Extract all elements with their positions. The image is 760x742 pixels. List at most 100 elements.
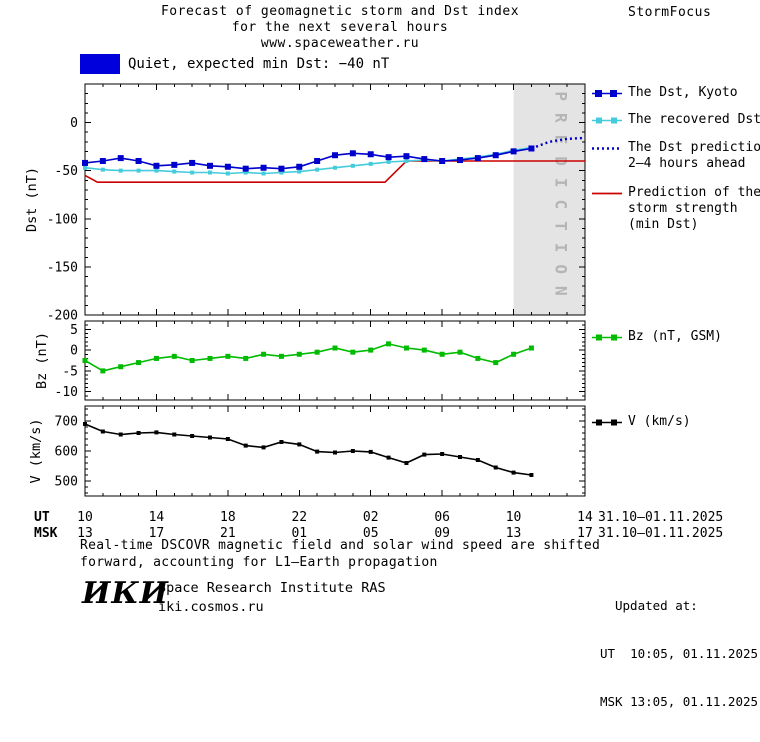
marker-solar-wind-speed: [493, 465, 498, 470]
institute-site-link[interactable]: iki.cosmos.ru: [158, 599, 264, 615]
marker-dst-kyoto: [367, 151, 374, 158]
marker-recovered-dst: [136, 168, 141, 173]
marker-recovered-dst: [172, 169, 177, 174]
marker-dst-kyoto: [260, 164, 267, 171]
marker-bz-gsm: [136, 360, 142, 366]
marker-recovered-dst: [83, 165, 87, 170]
marker-recovered-dst: [297, 169, 302, 174]
dst-kyoto-marker-icon: [592, 89, 622, 97]
marker-recovered-dst: [386, 159, 391, 164]
page-title: Forecast of geomagnetic storm and Dst in…: [80, 4, 600, 52]
iki-logo: ИКИ: [82, 576, 169, 611]
marker-recovered-dst: [315, 167, 320, 172]
marker-solar-wind-speed: [350, 449, 355, 453]
prediction-band-label: PREDICTION: [551, 91, 570, 307]
marker-recovered-dst: [225, 171, 230, 176]
marker-recovered-dst: [208, 170, 212, 175]
marker-dst-kyoto: [439, 158, 446, 164]
legend-label-dst-prediction-2: 2–4 hours ahead: [628, 156, 746, 171]
marker-dst-kyoto: [224, 163, 231, 170]
marker-bz-gsm: [493, 360, 499, 366]
y-tick-label: -5: [62, 364, 78, 379]
v-marker-icon: [592, 419, 622, 425]
marker-dst-kyoto: [99, 158, 106, 164]
marker-solar-wind-speed: [368, 449, 373, 454]
msk-date-range: 31.10–01.11.2025: [598, 526, 723, 541]
updated-at-msk: MSK 13:05, 01.11.2025: [600, 694, 759, 709]
marker-dst-kyoto: [510, 148, 517, 155]
y-tick-label: -100: [47, 212, 78, 227]
recovered-dst-marker-icon: [592, 117, 622, 123]
updated-at-block: Updated at: UT 10:05, 01.11.2025 MSK 13:…: [600, 566, 758, 742]
msk-row-label: MSK: [34, 526, 58, 541]
legend-label-storm-3: (min Dst): [628, 217, 699, 232]
marker-dst-kyoto: [403, 153, 410, 160]
marker-solar-wind-speed: [333, 450, 337, 455]
marker-solar-wind-speed: [118, 432, 123, 437]
marker-solar-wind-speed: [315, 449, 320, 454]
marker-dst-kyoto: [349, 150, 356, 157]
brand-stormfocus: StormFocus: [628, 5, 712, 20]
marker-recovered-dst: [100, 167, 105, 172]
x-axis-labels: 10131417182122010205060910131417UTMSK31.…: [34, 510, 723, 541]
series-solar-wind-speed: [84, 423, 532, 476]
marker-dst-kyoto: [385, 154, 392, 161]
legend-label-bz: Bz (nT, GSM): [628, 329, 722, 344]
marker-bz-gsm: [82, 358, 88, 363]
marker-recovered-dst: [279, 170, 284, 175]
marker-recovered-dst: [333, 165, 337, 170]
marker-solar-wind-speed: [475, 458, 480, 462]
marker-bz-gsm: [243, 355, 249, 361]
msk-tick-label: 13: [506, 526, 522, 541]
marker-recovered-dst: [243, 170, 248, 175]
legend-item-recovered-dst: The recovered Dst: [592, 112, 760, 128]
marker-solar-wind-speed: [297, 442, 302, 447]
y-tick-label: 700: [55, 415, 78, 430]
legend-item-v: V (km/s): [592, 414, 691, 430]
marker-solar-wind-speed: [154, 430, 159, 435]
storm-prediction-marker-icon: [592, 192, 622, 194]
ut-tick-label: 10: [77, 510, 93, 525]
marker-bz-gsm: [296, 351, 302, 357]
marker-solar-wind-speed: [243, 443, 248, 448]
ut-date-range: 31.10–01.11.2025: [598, 510, 723, 525]
marker-solar-wind-speed: [172, 432, 177, 437]
updated-at-label: Updated at:: [615, 598, 698, 613]
marker-bz-gsm: [153, 355, 159, 361]
marker-dst-kyoto: [242, 165, 249, 172]
legend-label-storm-1: Prediction of the: [628, 185, 760, 200]
marker-recovered-dst: [261, 171, 266, 176]
marker-solar-wind-speed: [404, 461, 409, 465]
ut-tick-label: 06: [434, 510, 450, 525]
marker-bz-gsm: [207, 355, 213, 361]
marker-bz-gsm: [475, 355, 481, 361]
msk-tick-label: 13: [77, 526, 93, 541]
marker-dst-kyoto: [207, 162, 213, 169]
marker-dst-kyoto: [421, 156, 428, 163]
y-tick-label: 5: [70, 323, 78, 338]
ut-tick-label: 18: [220, 510, 236, 525]
y-axis-label-v: V (km/s): [28, 418, 44, 483]
status-text: Quiet, expected min Dst: −40 nT: [128, 56, 390, 72]
ut-tick-label: 10: [506, 510, 522, 525]
marker-recovered-dst: [190, 170, 195, 175]
y-tick-label: 600: [55, 445, 78, 460]
marker-solar-wind-speed: [208, 435, 212, 440]
stormfocus-forecast-page: Forecast of geomagnetic storm and Dst in…: [24, 4, 760, 709]
marker-solar-wind-speed: [529, 473, 534, 477]
series-bz-gsm: [84, 343, 532, 372]
marker-bz-gsm: [225, 353, 231, 359]
y-tick-label: 500: [55, 475, 78, 490]
marker-dst-kyoto: [153, 162, 160, 169]
y-tick-label: -200: [47, 309, 78, 324]
msk-tick-label: 09: [434, 526, 450, 541]
legend-label-recovered-dst: The recovered Dst: [628, 112, 760, 127]
site-link[interactable]: www.spaceweather.ru: [260, 36, 420, 51]
prediction-band: [513, 84, 585, 315]
marker-recovered-dst: [154, 168, 159, 173]
marker-solar-wind-speed: [225, 437, 230, 441]
title-line-2: for the next several hours: [231, 20, 449, 35]
plot-v: 700 600 500 V (km/s): [28, 405, 586, 497]
marker-solar-wind-speed: [136, 431, 141, 435]
legend-label-dst-prediction-1: The Dst prediction: [628, 140, 760, 155]
